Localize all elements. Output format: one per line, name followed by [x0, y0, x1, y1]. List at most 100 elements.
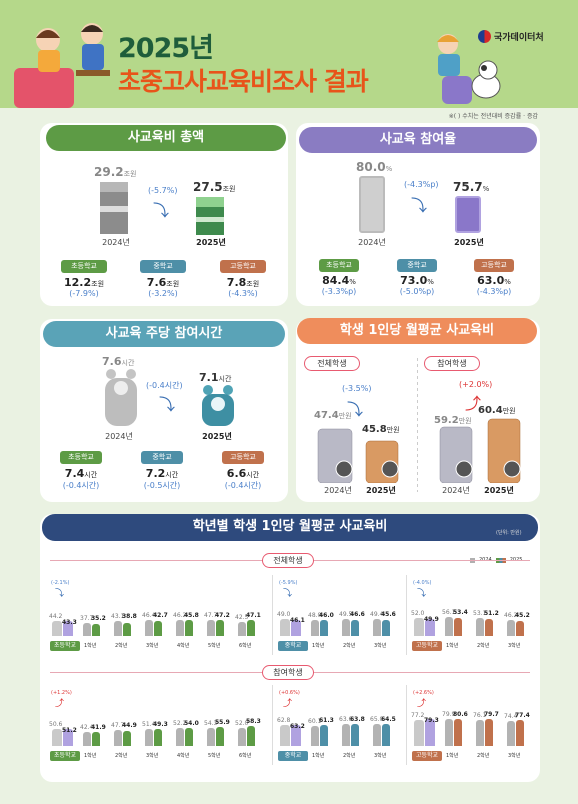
bar-2024 — [476, 617, 484, 636]
bar-value-2025: 51.2 — [62, 726, 77, 734]
bar-2024 — [507, 620, 515, 636]
bar-value-2025: 49.3 — [153, 720, 168, 728]
chart-divider-4 — [406, 685, 407, 765]
grade-label: 3학년 — [146, 753, 159, 759]
bar-2025 — [382, 724, 390, 746]
up-arrow-icon: ⤴ — [417, 699, 427, 709]
monthly-part-2025-label: 2025년 — [484, 486, 514, 495]
hours-2024-value: 7.6시간 — [102, 355, 134, 368]
bar-value-2025: 44.9 — [122, 721, 137, 729]
bar-2024 — [176, 620, 184, 636]
bar-2025 — [247, 726, 255, 746]
grade-label: 3학년 — [374, 753, 387, 759]
part-2025-label: 2025년 — [454, 238, 484, 247]
grade-unit-note: (단위: 만원) — [496, 530, 522, 536]
bar-value-2024: 47.7 — [111, 721, 125, 729]
bar-value-2024: 53.1 — [473, 609, 487, 617]
bar-2025 — [425, 619, 435, 636]
title-year: 2025년 — [118, 33, 214, 64]
bar-2025 — [516, 620, 524, 636]
monthly-all-2025: 45.8만원 — [362, 424, 400, 435]
bar-value-2024: 44.2 — [49, 612, 63, 620]
total-tag-high: 고등학교 — [220, 260, 266, 273]
monthly-part-tag-text: 참여학생 — [437, 359, 467, 368]
bar-value-2024: 51.4 — [142, 720, 156, 728]
monthly-part-tag: 참여학생 — [424, 356, 480, 371]
school-tag: 초등학교 — [50, 751, 80, 761]
bar-2025 — [216, 619, 224, 636]
hours-middle-unit: 시간 — [165, 471, 179, 479]
total-middle-unit: 조원 — [166, 280, 180, 288]
grade-label: 3학년 — [508, 753, 521, 759]
bar-value-2025: 53.4 — [453, 608, 468, 616]
money-box-2025 — [196, 197, 224, 235]
hours-tag-elementary: 초등학교 — [60, 451, 102, 464]
bar-value-2025: 63.2 — [290, 722, 305, 730]
total-2024-label: 2024년 — [102, 238, 130, 247]
bar-2024 — [414, 719, 424, 746]
students-illustration-left — [14, 23, 110, 108]
down-arrow-icon: ⤵ — [153, 201, 170, 220]
total-middle-value: 7.6조원 — [133, 276, 193, 289]
bar-value-2025: 79.3 — [424, 717, 439, 725]
grade-label: 2학년 — [477, 753, 490, 759]
monthly-all-2025-label: 2025년 — [366, 486, 396, 495]
bar-value-2024: 37.7 — [80, 615, 94, 623]
part-bar-2024 — [359, 176, 385, 233]
hours-middle-change: (-0.5시간) — [143, 481, 181, 490]
hours-tag-middle: 중학교 — [141, 451, 183, 464]
bar-value-2025: 38.8 — [122, 613, 137, 621]
chart-divider-1 — [272, 575, 273, 655]
bar-value-2025: 43.3 — [62, 618, 77, 626]
part-unit: % — [385, 165, 393, 173]
part-middle-num: 73.0 — [400, 274, 428, 287]
bar-2025 — [516, 719, 524, 746]
group-change: (+0.6%) — [279, 690, 300, 696]
bar-2025 — [154, 621, 162, 636]
part-tag-high: 고등학교 — [474, 259, 514, 272]
bar-2024 — [83, 623, 91, 636]
down-arrow-icon: ⤵ — [283, 589, 293, 599]
grade-label: 5학년 — [208, 643, 221, 649]
bar-2024 — [238, 621, 246, 636]
part-elementary-unit: % — [349, 278, 356, 286]
bar-value-2024: 49.4 — [370, 611, 384, 619]
school-tag: 중학교 — [278, 641, 308, 651]
grade-label: 6학년 — [239, 753, 252, 759]
bar-value-2025: 51.2 — [484, 609, 499, 617]
hours-2024-label: 2024년 — [105, 432, 133, 441]
money-box-2024 — [100, 182, 128, 234]
bar-value-2025: 45.6 — [381, 611, 396, 619]
hours-elementary-num: 7.4 — [64, 467, 85, 480]
chart-divider-3 — [272, 685, 273, 765]
part-high-change: (-4.3%p) — [476, 287, 512, 296]
bar-2025 — [351, 620, 359, 636]
part-2024-label: 2024년 — [358, 238, 386, 247]
part-change: (-4.3%p) — [404, 180, 439, 189]
grade-label: 1학년 — [84, 753, 97, 759]
total-elementary-num: 12.2 — [63, 276, 92, 289]
school-tag: 고등학교 — [412, 751, 442, 761]
bar-2024 — [207, 619, 215, 636]
bar-value-2025: 45.2 — [515, 612, 530, 620]
part-high-num: 63.0 — [477, 274, 505, 287]
bar-2024 — [280, 724, 290, 746]
bar-value-2024: 62.8 — [277, 716, 291, 724]
up-arrow-icon: ⤴ — [55, 699, 65, 709]
bar-2025 — [485, 618, 493, 636]
hours-high-change: (-0.4시간) — [224, 481, 262, 490]
monthly-unit: 만원 — [338, 412, 352, 420]
bar-2025 — [92, 731, 100, 746]
hours-unit-2: 시간 — [218, 375, 232, 383]
bar-2024 — [145, 620, 153, 636]
grade-label: 6학년 — [239, 643, 252, 649]
chart-divider-2 — [406, 575, 407, 655]
taegeuk-icon — [478, 30, 491, 43]
grade-label: 1학년 — [446, 753, 459, 759]
bar-2024 — [373, 619, 381, 636]
group-change: (+2.6%) — [413, 690, 434, 696]
hours-2024-num: 7.6 — [102, 355, 122, 368]
down-arrow-icon: ⤵ — [347, 400, 364, 419]
monthly-all-2025-num: 45.8 — [362, 424, 387, 435]
bar-value-2025: 47.2 — [215, 611, 230, 619]
